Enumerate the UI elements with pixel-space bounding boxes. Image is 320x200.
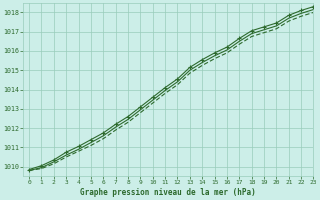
X-axis label: Graphe pression niveau de la mer (hPa): Graphe pression niveau de la mer (hPa)	[80, 188, 256, 197]
